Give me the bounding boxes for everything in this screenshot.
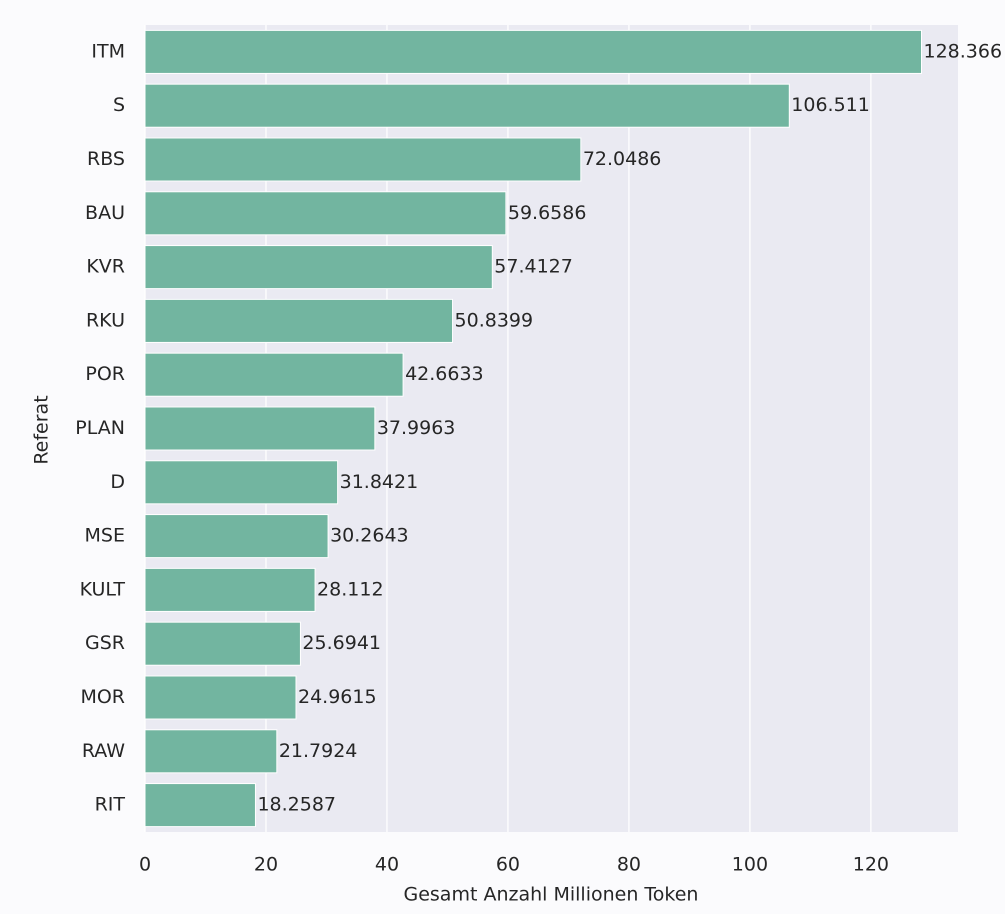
data-label: 50.8399 [455, 309, 534, 331]
bar [144, 460, 339, 505]
y-tick-label: BAU [85, 202, 125, 224]
bar [144, 514, 329, 559]
y-tick-label: MSE [85, 525, 125, 547]
data-label: 31.8421 [340, 471, 419, 493]
y-tick-label: S [113, 94, 125, 116]
x-axis-label: Gesamt Anzahl Millionen Token [404, 884, 699, 906]
y-tick-label: ITM [91, 40, 125, 62]
data-label: 106.511 [791, 94, 870, 116]
bar [144, 29, 922, 74]
y-tick-label: RBS [87, 148, 125, 170]
bar [144, 352, 404, 397]
bar [144, 729, 278, 774]
bar [144, 137, 582, 182]
bar [144, 83, 790, 128]
data-label: 42.6633 [405, 363, 484, 385]
data-label: 128.366 [923, 40, 1002, 62]
y-tick-label: MOR [80, 686, 125, 708]
y-tick-label: KVR [86, 256, 125, 278]
x-tick-label: 100 [732, 854, 768, 876]
x-tick-label: 120 [853, 854, 889, 876]
bar [144, 621, 301, 666]
y-tick-label: PLAN [75, 417, 125, 439]
data-label: 25.6941 [302, 632, 381, 654]
bar [144, 783, 256, 828]
y-tick-label: RIT [95, 794, 126, 816]
y-tick-label: RAW [82, 740, 125, 762]
data-label: 21.7924 [279, 740, 358, 762]
data-label: 28.112 [317, 578, 383, 600]
x-tick-label: 60 [496, 854, 520, 876]
y-tick-label: POR [85, 363, 125, 385]
bar [144, 191, 507, 236]
bar [144, 406, 376, 451]
bar [144, 245, 493, 290]
data-label: 37.9963 [377, 417, 456, 439]
data-label: 18.2587 [257, 794, 336, 816]
data-label: 57.4127 [494, 256, 573, 278]
y-tick-label: RKU [86, 309, 125, 331]
y-tick-label: KULT [80, 578, 126, 600]
bar [144, 567, 316, 612]
bar [144, 298, 454, 343]
y-tick-label: D [110, 471, 125, 493]
data-label: 59.6586 [508, 202, 587, 224]
x-tick-label: 40 [375, 854, 399, 876]
y-axis-label: Referat [31, 395, 53, 464]
x-tick-label: 20 [254, 854, 278, 876]
y-tick-label: GSR [85, 632, 125, 654]
x-tick-label: 80 [617, 854, 641, 876]
data-label: 30.2643 [330, 525, 409, 547]
data-label: 24.9615 [298, 686, 377, 708]
x-tick-label: 0 [139, 854, 151, 876]
data-label: 72.0486 [583, 148, 662, 170]
bar [144, 675, 297, 720]
